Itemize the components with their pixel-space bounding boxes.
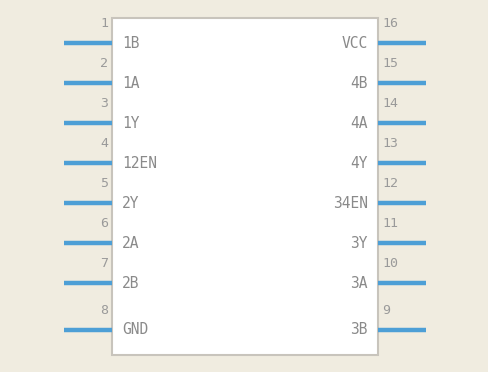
Text: 34EN: 34EN [333, 196, 368, 211]
Text: 16: 16 [382, 17, 398, 30]
Text: 5: 5 [100, 177, 108, 190]
Text: 10: 10 [382, 257, 398, 270]
Text: 14: 14 [382, 97, 398, 110]
Text: 2B: 2B [122, 276, 140, 291]
Text: VCC: VCC [342, 35, 368, 51]
Text: 2A: 2A [122, 235, 140, 250]
Text: 15: 15 [382, 57, 398, 70]
Text: 12: 12 [382, 177, 398, 190]
Text: 13: 13 [382, 137, 398, 150]
Text: 2: 2 [100, 57, 108, 70]
Text: 12EN: 12EN [122, 155, 157, 170]
Bar [112, 18, 378, 355]
Text: 3A: 3A [350, 276, 368, 291]
Text: 1Y: 1Y [122, 115, 140, 131]
Text: 4B: 4B [350, 76, 368, 90]
Text: 11: 11 [382, 217, 398, 230]
Text: 1A: 1A [122, 76, 140, 90]
Text: GND: GND [122, 323, 148, 337]
Text: 2Y: 2Y [122, 196, 140, 211]
Text: 1B: 1B [122, 35, 140, 51]
Text: 6: 6 [100, 217, 108, 230]
Text: 3B: 3B [350, 323, 368, 337]
Text: 3: 3 [100, 97, 108, 110]
Text: 4Y: 4Y [350, 155, 368, 170]
Text: 3Y: 3Y [350, 235, 368, 250]
Text: 7: 7 [100, 257, 108, 270]
Text: 4A: 4A [350, 115, 368, 131]
Text: 4: 4 [100, 137, 108, 150]
Text: 8: 8 [100, 304, 108, 317]
Text: 9: 9 [382, 304, 390, 317]
Text: 1: 1 [100, 17, 108, 30]
